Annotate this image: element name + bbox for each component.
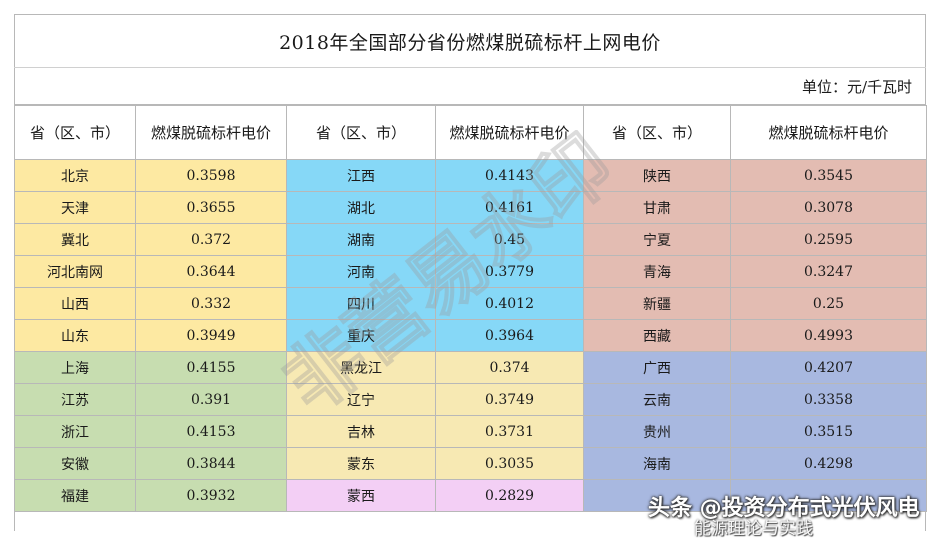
price-cell: 0.3932: [135, 479, 287, 512]
price-table: 省（区、市） 燃煤脱硫标杆电价 省（区、市） 燃煤脱硫标杆电价 省（区、市） 燃…: [14, 105, 927, 512]
province-cell: 甘肃: [583, 191, 731, 224]
province-cell: 安徽: [14, 447, 136, 480]
province-cell: 广西: [583, 351, 731, 384]
province-cell: 宁夏: [583, 223, 731, 256]
price-cell: 0.45: [435, 223, 584, 256]
province-cell: 云南: [583, 383, 731, 416]
price-cell: 0.3749: [435, 383, 584, 416]
province-cell: 青海: [583, 255, 731, 288]
table-row: 浙江 0.4153 吉林 0.3731 贵州 0.3515: [14, 415, 927, 448]
price-cell: 0.25: [730, 287, 927, 320]
price-cell: 0.374: [435, 351, 584, 384]
header-row: 省（区、市） 燃煤脱硫标杆电价 省（区、市） 燃煤脱硫标杆电价 省（区、市） 燃…: [14, 105, 927, 160]
province-cell: 吉林: [286, 415, 436, 448]
price-cell: 0.2829: [435, 479, 584, 512]
header-price-1: 燃煤脱硫标杆电价: [135, 105, 287, 160]
header-price-3: 燃煤脱硫标杆电价: [730, 105, 927, 160]
province-cell: 河北南网: [14, 255, 136, 288]
price-cell: 0.4143: [435, 159, 584, 192]
price-cell: 0.3964: [435, 319, 584, 352]
province-cell: 北京: [14, 159, 136, 192]
province-cell: 西藏: [583, 319, 731, 352]
price-cell: 0.4993: [730, 319, 927, 352]
province-cell: 陕西: [583, 159, 731, 192]
header-province-2: 省（区、市）: [286, 105, 436, 160]
province-cell: 黑龙江: [286, 351, 436, 384]
header-province-1: 省（区、市）: [14, 105, 136, 160]
province-cell: 四川: [286, 287, 436, 320]
province-cell: 蒙东: [286, 447, 436, 480]
price-cell: 0.3949: [135, 319, 287, 352]
table-row: 江苏 0.391 辽宁 0.3749 云南 0.3358: [14, 383, 927, 416]
price-cell: 0.3844: [135, 447, 287, 480]
header-province-3: 省（区、市）: [583, 105, 731, 160]
province-cell: 辽宁: [286, 383, 436, 416]
price-cell: 0.3247: [730, 255, 927, 288]
province-cell: 江西: [286, 159, 436, 192]
table-row: 福建 0.3932 蒙西 0.2829: [14, 479, 927, 512]
price-cell: 0.3358: [730, 383, 927, 416]
price-cell: 0.3545: [730, 159, 927, 192]
price-cell: 0.3655: [135, 191, 287, 224]
price-cell: 0.2595: [730, 223, 927, 256]
price-cell: 0.4012: [435, 287, 584, 320]
province-cell: 贵州: [583, 415, 731, 448]
price-cell: [730, 479, 927, 512]
province-cell: 冀北: [14, 223, 136, 256]
table-row: 河北南网 0.3644 河南 0.3779 青海 0.3247: [14, 255, 927, 288]
price-cell: 0.3035: [435, 447, 584, 480]
table-row: 上海 0.4155 黑龙江 0.374 广西 0.4207: [14, 351, 927, 384]
price-cell: 0.372: [135, 223, 287, 256]
table-row: 山西 0.332 四川 0.4012 新疆 0.25: [14, 287, 927, 320]
province-cell: 河南: [286, 255, 436, 288]
unit-label: 单位：元/千瓦时: [14, 68, 926, 105]
price-cell: 0.4153: [135, 415, 287, 448]
price-cell: 0.4207: [730, 351, 927, 384]
province-cell: 湖南: [286, 223, 436, 256]
province-cell: 浙江: [14, 415, 136, 448]
price-cell: 0.391: [135, 383, 287, 416]
table-row: 安徽 0.3844 蒙东 0.3035 海南 0.4298: [14, 447, 927, 480]
province-cell: 天津: [14, 191, 136, 224]
table-row: 山东 0.3949 重庆 0.3964 西藏 0.4993: [14, 319, 927, 352]
province-cell: 湖北: [286, 191, 436, 224]
price-cell: 0.4298: [730, 447, 927, 480]
price-cell: 0.3078: [730, 191, 927, 224]
province-cell: 山西: [14, 287, 136, 320]
province-cell: [583, 479, 731, 512]
province-cell: 福建: [14, 479, 136, 512]
province-cell: 江苏: [14, 383, 136, 416]
province-cell: 山东: [14, 319, 136, 352]
province-cell: 上海: [14, 351, 136, 384]
province-cell: 新疆: [583, 287, 731, 320]
table-title: 2018年全国部分省份燃煤脱硫标杆上网电价: [14, 14, 926, 68]
price-cell: 0.3644: [135, 255, 287, 288]
price-cell: 0.332: [135, 287, 287, 320]
header-price-2: 燃煤脱硫标杆电价: [435, 105, 584, 160]
price-cell: 0.4161: [435, 191, 584, 224]
price-cell: 0.3515: [730, 415, 927, 448]
price-cell: 0.4155: [135, 351, 287, 384]
table-row: 天津 0.3655 湖北 0.4161 甘肃 0.3078: [14, 191, 927, 224]
province-cell: 蒙西: [286, 479, 436, 512]
table-row: 冀北 0.372 湖南 0.45 宁夏 0.2595: [14, 223, 927, 256]
price-cell: 0.3779: [435, 255, 584, 288]
province-cell: 海南: [583, 447, 731, 480]
province-cell: 重庆: [286, 319, 436, 352]
price-cell: 0.3731: [435, 415, 584, 448]
table-row: 北京 0.3598 江西 0.4143 陕西 0.3545: [14, 159, 927, 192]
price-cell: 0.3598: [135, 159, 287, 192]
